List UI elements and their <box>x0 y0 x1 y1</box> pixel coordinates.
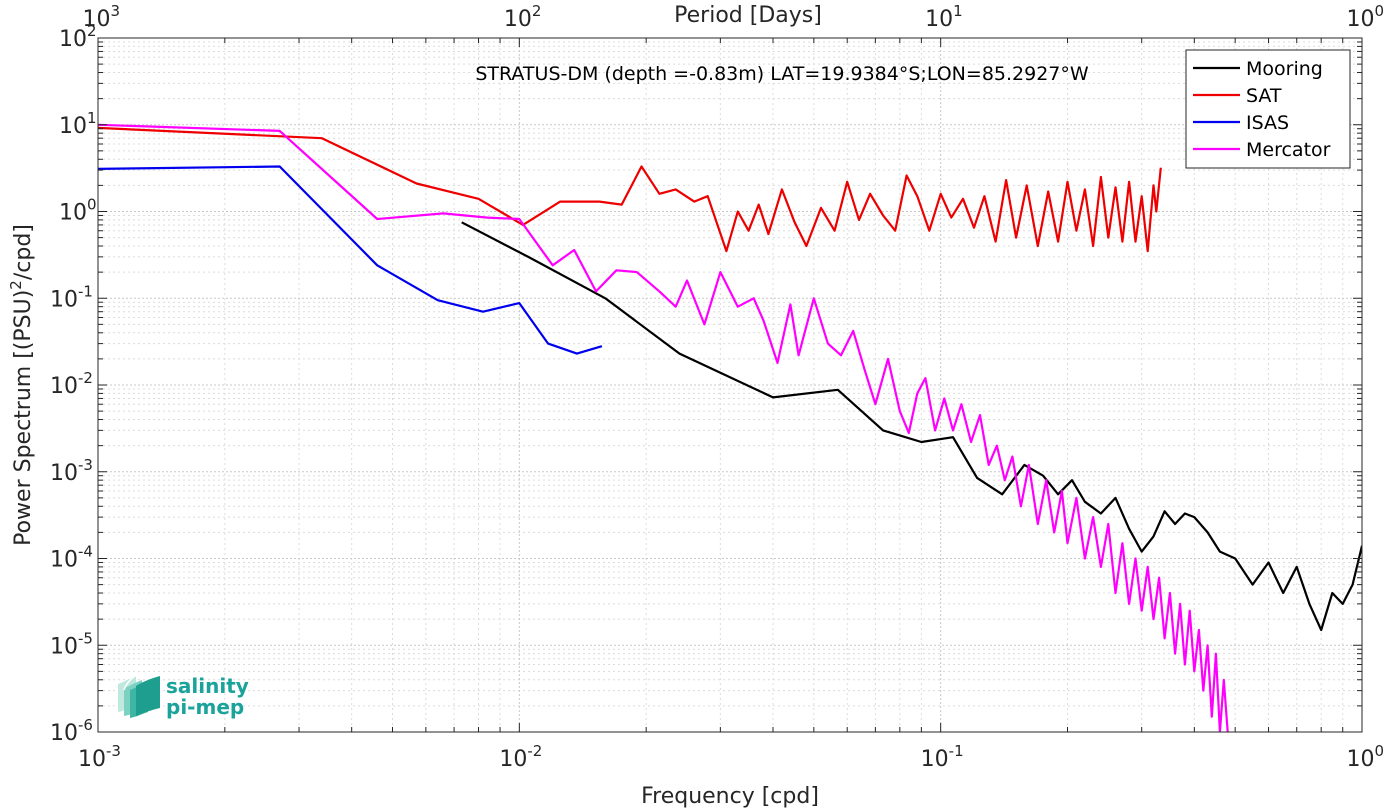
salinity-pi-mep-logo: salinity pi-mep <box>118 673 249 719</box>
y-tick-label: 10-5 <box>50 629 93 659</box>
legend-label-mercator: Mercator <box>1246 139 1331 161</box>
logo-line1: salinity <box>166 674 249 698</box>
y-tick-label: 100 <box>59 196 97 226</box>
legend: Mooring SAT ISAS Mercator <box>1185 49 1351 169</box>
x-tick-label: 10-2 <box>499 742 542 772</box>
x-tick-label: 100 <box>1347 742 1383 772</box>
y-tick-label: 10-4 <box>50 543 93 573</box>
logo-line2: pi-mep <box>166 695 244 719</box>
legend-items: Mooring SAT ISAS Mercator <box>1193 58 1331 161</box>
chart-title: STRATUS-DM (depth =-0.83m) LAT=19.9384°S… <box>475 63 1089 85</box>
top-tick-label: 103 <box>83 2 121 32</box>
y-tick-label: 10-6 <box>50 716 93 746</box>
top-tick-label: 101 <box>925 2 963 32</box>
y-tick-label: 102 <box>59 22 97 52</box>
y-axis-title-part1: Power Spectrum [(PSU) <box>11 290 36 546</box>
top-tick-label: 102 <box>504 2 542 32</box>
minor-grid <box>98 38 1362 732</box>
top-axis-title: Period [Days] <box>674 3 822 28</box>
y-tick-label: 10-3 <box>50 456 93 486</box>
legend-label-isas: ISAS <box>1246 112 1289 134</box>
y-axis-title-sup: 2 <box>7 280 25 290</box>
x-tick-label: 10-1 <box>921 742 964 772</box>
series-line-sat <box>98 126 1162 253</box>
y-tick-label: 10-1 <box>50 282 93 312</box>
y-tick-label: 101 <box>59 109 97 139</box>
y-axis-title-part2: /cpd] <box>11 224 36 280</box>
x-axis-title: Frequency [cpd] <box>641 784 819 809</box>
series-line-mooring <box>461 221 1362 632</box>
y-axis-title: Power Spectrum [(PSU)2/cpd] <box>7 224 36 546</box>
logo-mark-icon <box>118 673 160 718</box>
axis-ticks <box>97 37 1363 733</box>
top-tick-label: 100 <box>1347 2 1383 32</box>
legend-label-mooring: Mooring <box>1246 58 1323 80</box>
series-lines <box>98 123 1362 732</box>
series-line-isas <box>98 165 603 355</box>
series-line-mercator <box>98 123 1229 732</box>
x-tick-label: 10-3 <box>78 742 121 772</box>
y-tick-label: 10-2 <box>50 369 93 399</box>
legend-label-sat: SAT <box>1246 85 1282 107</box>
